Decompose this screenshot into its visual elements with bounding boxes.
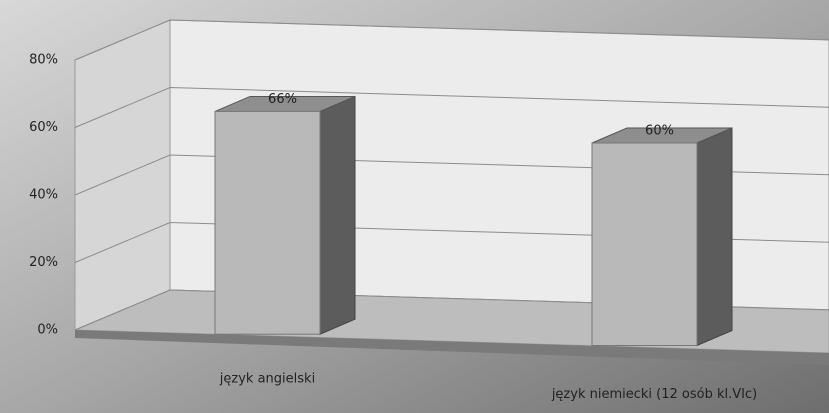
bar-side xyxy=(319,95,356,335)
floor-edge xyxy=(75,330,829,365)
value-label: 66% xyxy=(268,92,297,107)
grid-line xyxy=(74,86,829,128)
x-tick-label: język angielski xyxy=(219,372,315,387)
y-tick-label: 20% xyxy=(29,255,58,270)
value-label: 60% xyxy=(645,124,674,139)
y-tick-label: 0% xyxy=(37,323,58,338)
bar xyxy=(591,142,698,347)
y-tick-label: 80% xyxy=(29,53,58,68)
y-tick-label: 40% xyxy=(29,188,58,203)
bar-side xyxy=(696,127,733,347)
y-tick-label: 60% xyxy=(29,120,58,135)
x-tick-label: język niemiecki (12 osób kl.VIc) xyxy=(551,387,757,402)
grid-line xyxy=(74,19,829,61)
bar xyxy=(214,110,321,335)
